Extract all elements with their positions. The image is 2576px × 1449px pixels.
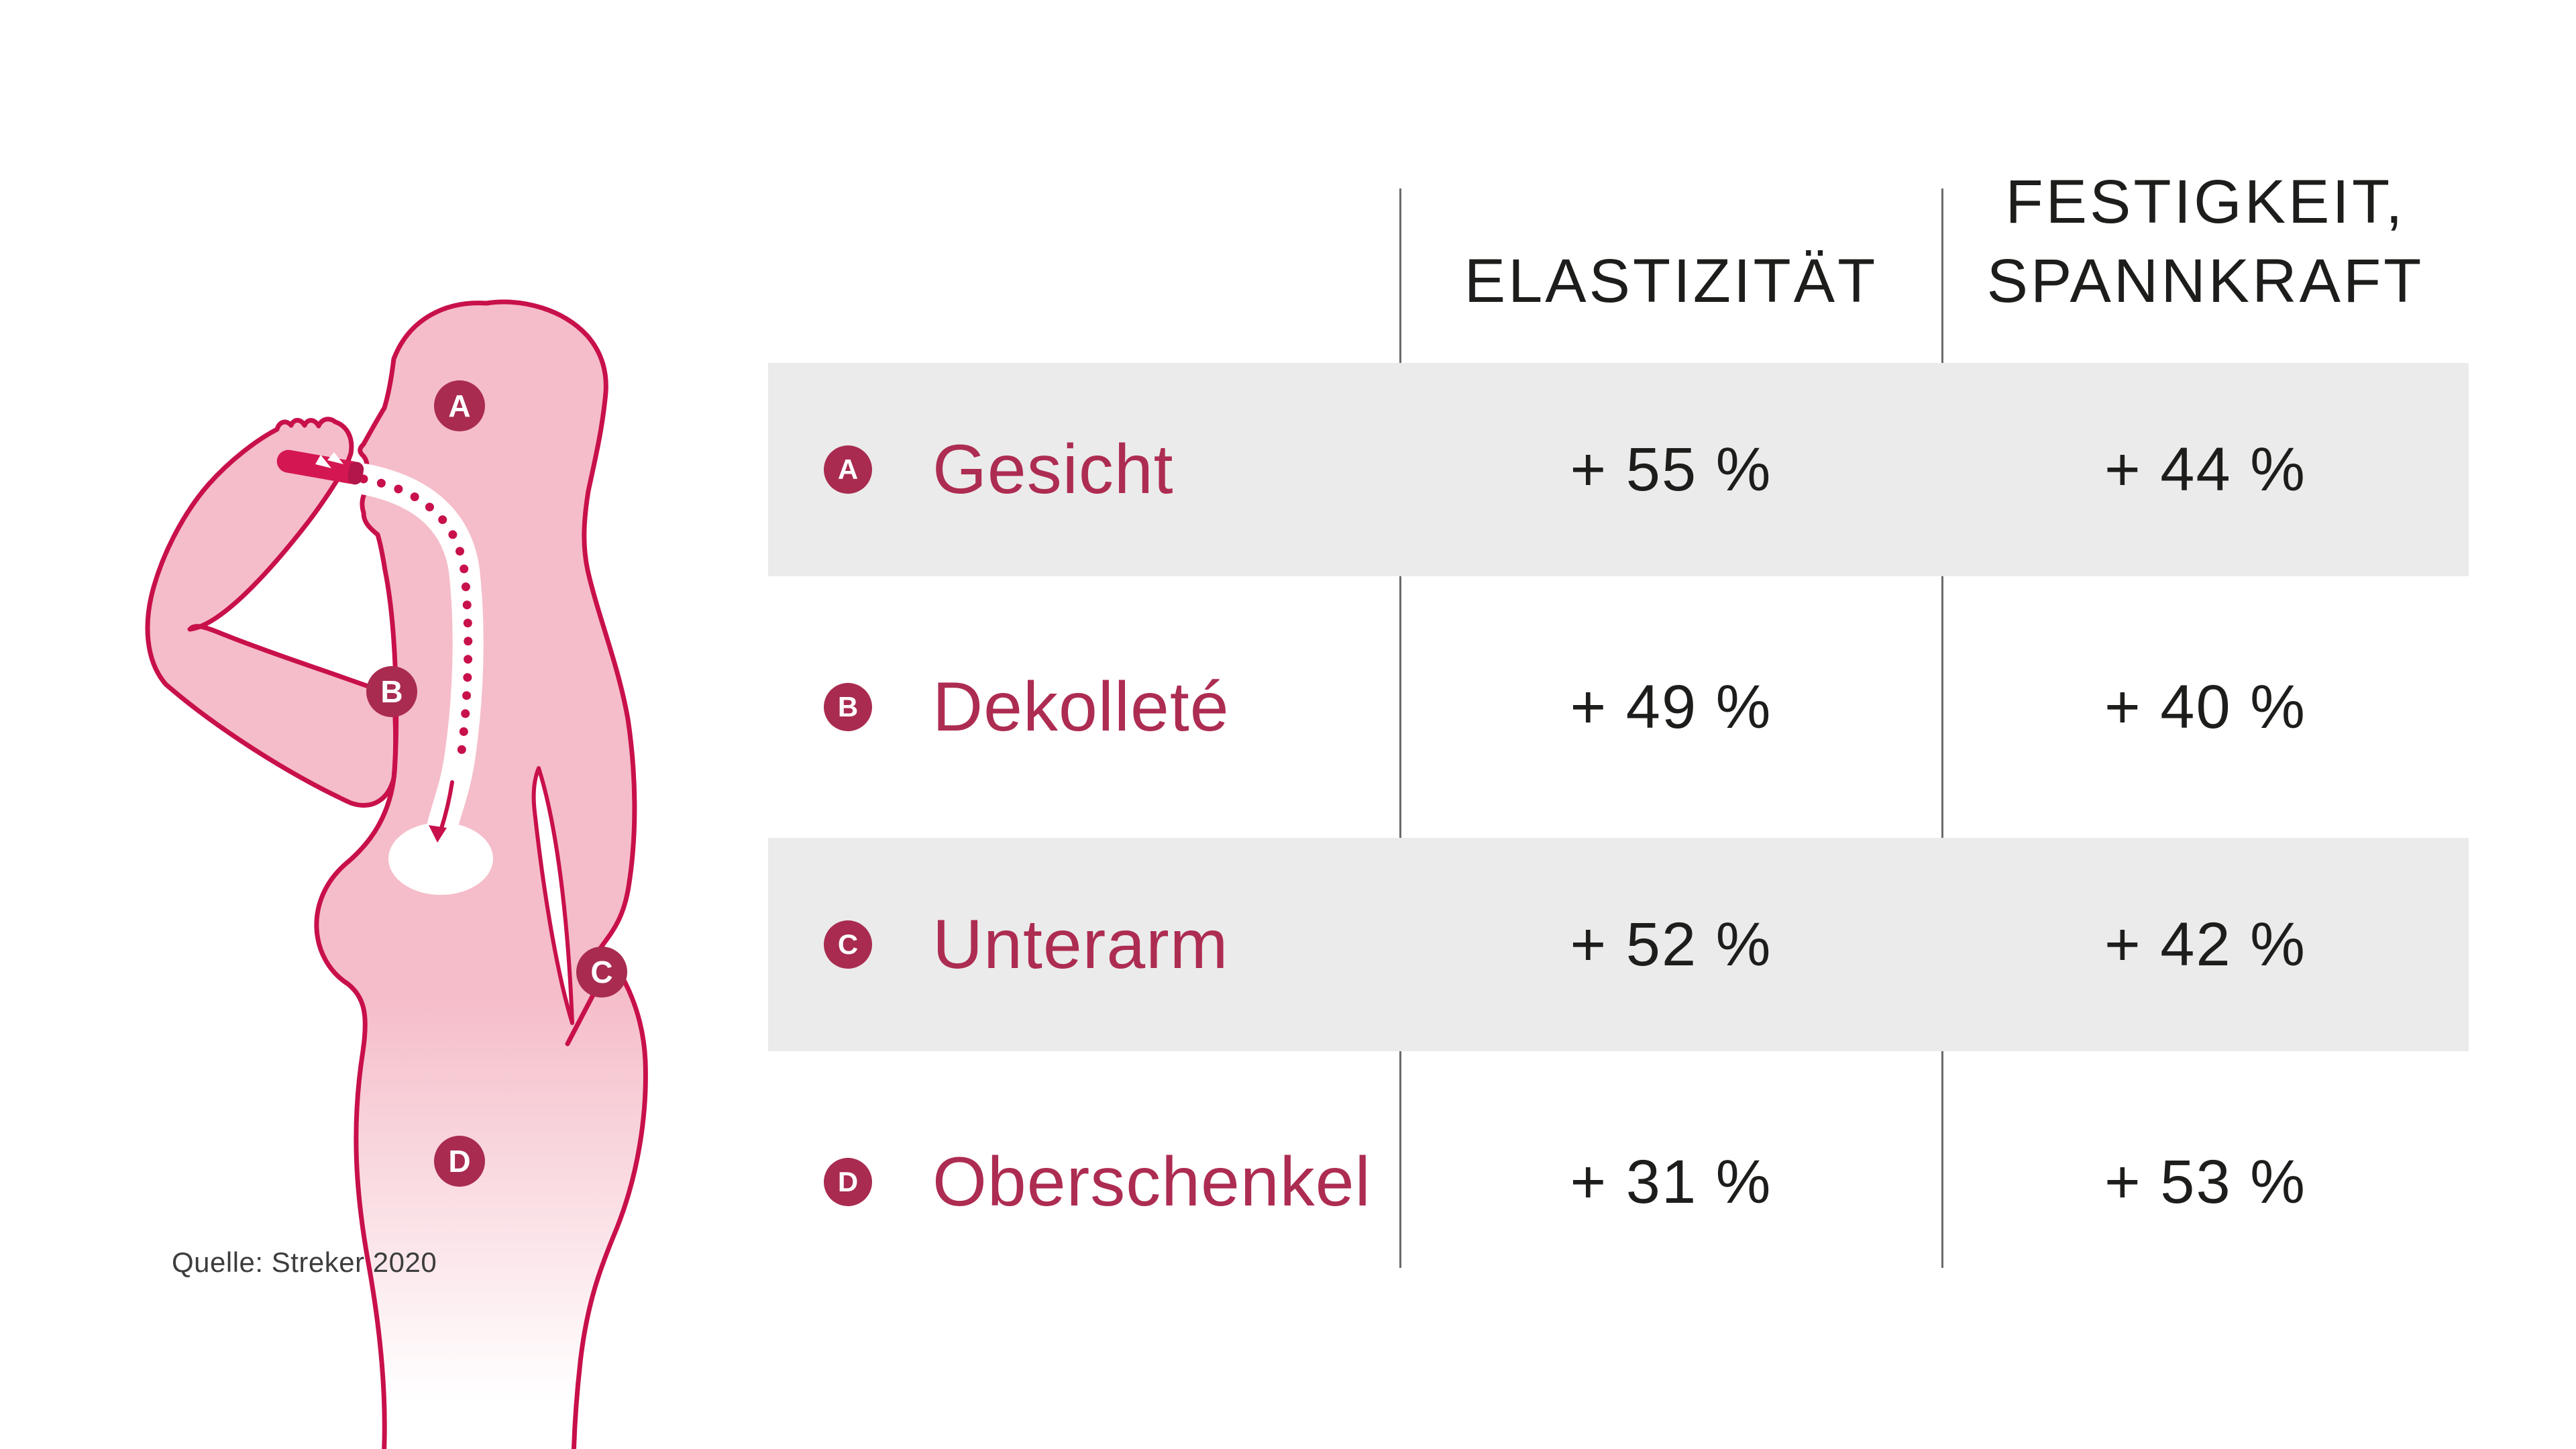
marker-badge-b: B — [824, 683, 872, 731]
marker-letter: D — [837, 1166, 859, 1197]
marker-letter: C — [837, 928, 859, 960]
table-row-dekollete: B Dekolleté + 49 % + 40 % — [768, 600, 2469, 814]
table-header: ELASTIZITÄT FESTIGKEIT, SPANNKRAFT — [768, 162, 2469, 321]
header-line: FESTIGKEIT, — [2005, 168, 2406, 236]
row-label-cell: D Oberschenkel — [768, 1142, 1400, 1222]
figure-marker-b: B — [366, 666, 417, 717]
stomach-arrow — [439, 780, 454, 833]
marker-badge-c: C — [824, 920, 872, 969]
figure-marker-c: C — [576, 947, 627, 998]
elastizitaet-value: + 49 % — [1570, 672, 1772, 741]
row-label: Gesicht — [932, 430, 1174, 508]
row-label: Dekolleté — [932, 667, 1230, 746]
table-row-unterarm: C Unterarm + 52 % + 42 % — [768, 838, 2469, 1051]
marker-letter: A — [837, 453, 859, 485]
svg-text:D: D — [448, 1144, 470, 1179]
arm-holding-ampoule — [145, 417, 398, 808]
back-arm-gap — [531, 766, 574, 1025]
table-row-oberschenkel: D Oberschenkel + 31 % + 53 % — [768, 1075, 2469, 1289]
figure-marker-a: A — [434, 380, 485, 431]
dotted-flow-line — [359, 474, 473, 756]
column-divider-right — [1941, 189, 1943, 1268]
woman-drinking-ampoule-illustration: A B C D — [145, 299, 648, 1449]
stomach-arrowhead — [429, 825, 447, 843]
festigkeit-value: + 53 % — [2104, 1147, 2306, 1216]
column-divider-left — [1399, 189, 1401, 1268]
row-label-cell: B Dekolleté — [768, 667, 1400, 747]
elastizitaet-value: + 55 % — [1570, 435, 1772, 504]
festigkeit-value: + 40 % — [2104, 672, 2306, 741]
svg-text:C: C — [590, 955, 612, 989]
row-label: Unterarm — [932, 905, 1229, 983]
row-label-cell: C Unterarm — [768, 905, 1400, 985]
header-line: SPANNKRAFT — [1986, 247, 2424, 315]
svg-text:A: A — [448, 388, 470, 423]
elastizitaet-value: + 31 % — [1570, 1147, 1772, 1216]
column-header-festigkeit-spannkraft: FESTIGKEIT, SPANNKRAFT — [1942, 162, 2469, 321]
stomach-shape — [388, 822, 493, 895]
svg-text:B: B — [380, 674, 402, 709]
fingertip-highlight — [327, 452, 343, 464]
marker-letter: B — [837, 691, 859, 722]
marker-badge-d: D — [824, 1158, 872, 1206]
column-header-elastizitaet: ELASTIZITÄT — [1400, 241, 1942, 321]
marker-badge-a: A — [824, 445, 872, 494]
row-label-cell: A Gesicht — [768, 430, 1400, 510]
drink-ampoule — [276, 449, 364, 485]
row-label: Oberschenkel — [932, 1142, 1371, 1221]
table-row-gesicht: A Gesicht + 55 % + 44 % — [768, 363, 2469, 576]
table-body: A Gesicht + 55 % + 44 % B Dekolleté + 49… — [768, 363, 2469, 1313]
elastizitaet-value: + 52 % — [1570, 910, 1772, 979]
festigkeit-value: + 42 % — [2104, 910, 2306, 979]
source-note: Quelle: Streker 2020 — [172, 1246, 437, 1278]
figure-marker-d: D — [434, 1136, 485, 1187]
fingertip-highlight — [315, 455, 331, 468]
header-line: ELASTIZITÄT — [1464, 247, 1878, 315]
festigkeit-value: + 44 % — [2104, 435, 2306, 504]
